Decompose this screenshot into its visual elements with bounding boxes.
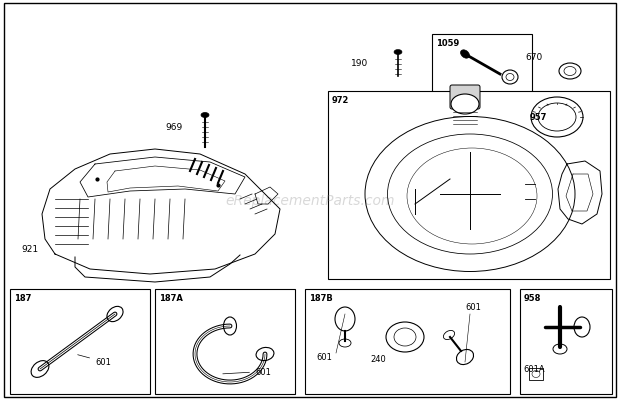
Bar [328,92,610,279]
Text: 972: 972 [332,96,350,105]
Text: 957: 957 [530,113,547,122]
Text: 601: 601 [78,355,111,366]
Text: eReplacementParts.com: eReplacementParts.com [225,194,395,207]
Text: 601: 601 [223,367,271,376]
Ellipse shape [201,113,209,118]
Text: 670: 670 [526,53,543,62]
Text: 969: 969 [166,123,183,132]
Bar [305,289,510,394]
Text: 187B: 187B [309,293,333,302]
Text: 601A: 601A [523,365,544,374]
Polygon shape [42,150,280,274]
Bar [520,289,612,394]
Text: 240: 240 [370,354,386,364]
Ellipse shape [531,98,583,138]
Text: 187: 187 [14,293,32,302]
Ellipse shape [451,95,479,115]
Text: 601: 601 [465,303,481,312]
Ellipse shape [394,51,402,55]
Text: 190: 190 [351,59,368,68]
Ellipse shape [461,51,469,59]
Text: 1059: 1059 [436,39,459,48]
FancyBboxPatch shape [450,86,480,110]
Bar [155,289,295,394]
Bar [10,289,150,394]
Text: 187A: 187A [159,293,183,302]
Text: 958: 958 [524,293,541,302]
Text: 601: 601 [316,352,332,362]
Text: 921: 921 [21,245,38,254]
Bar [432,35,532,95]
